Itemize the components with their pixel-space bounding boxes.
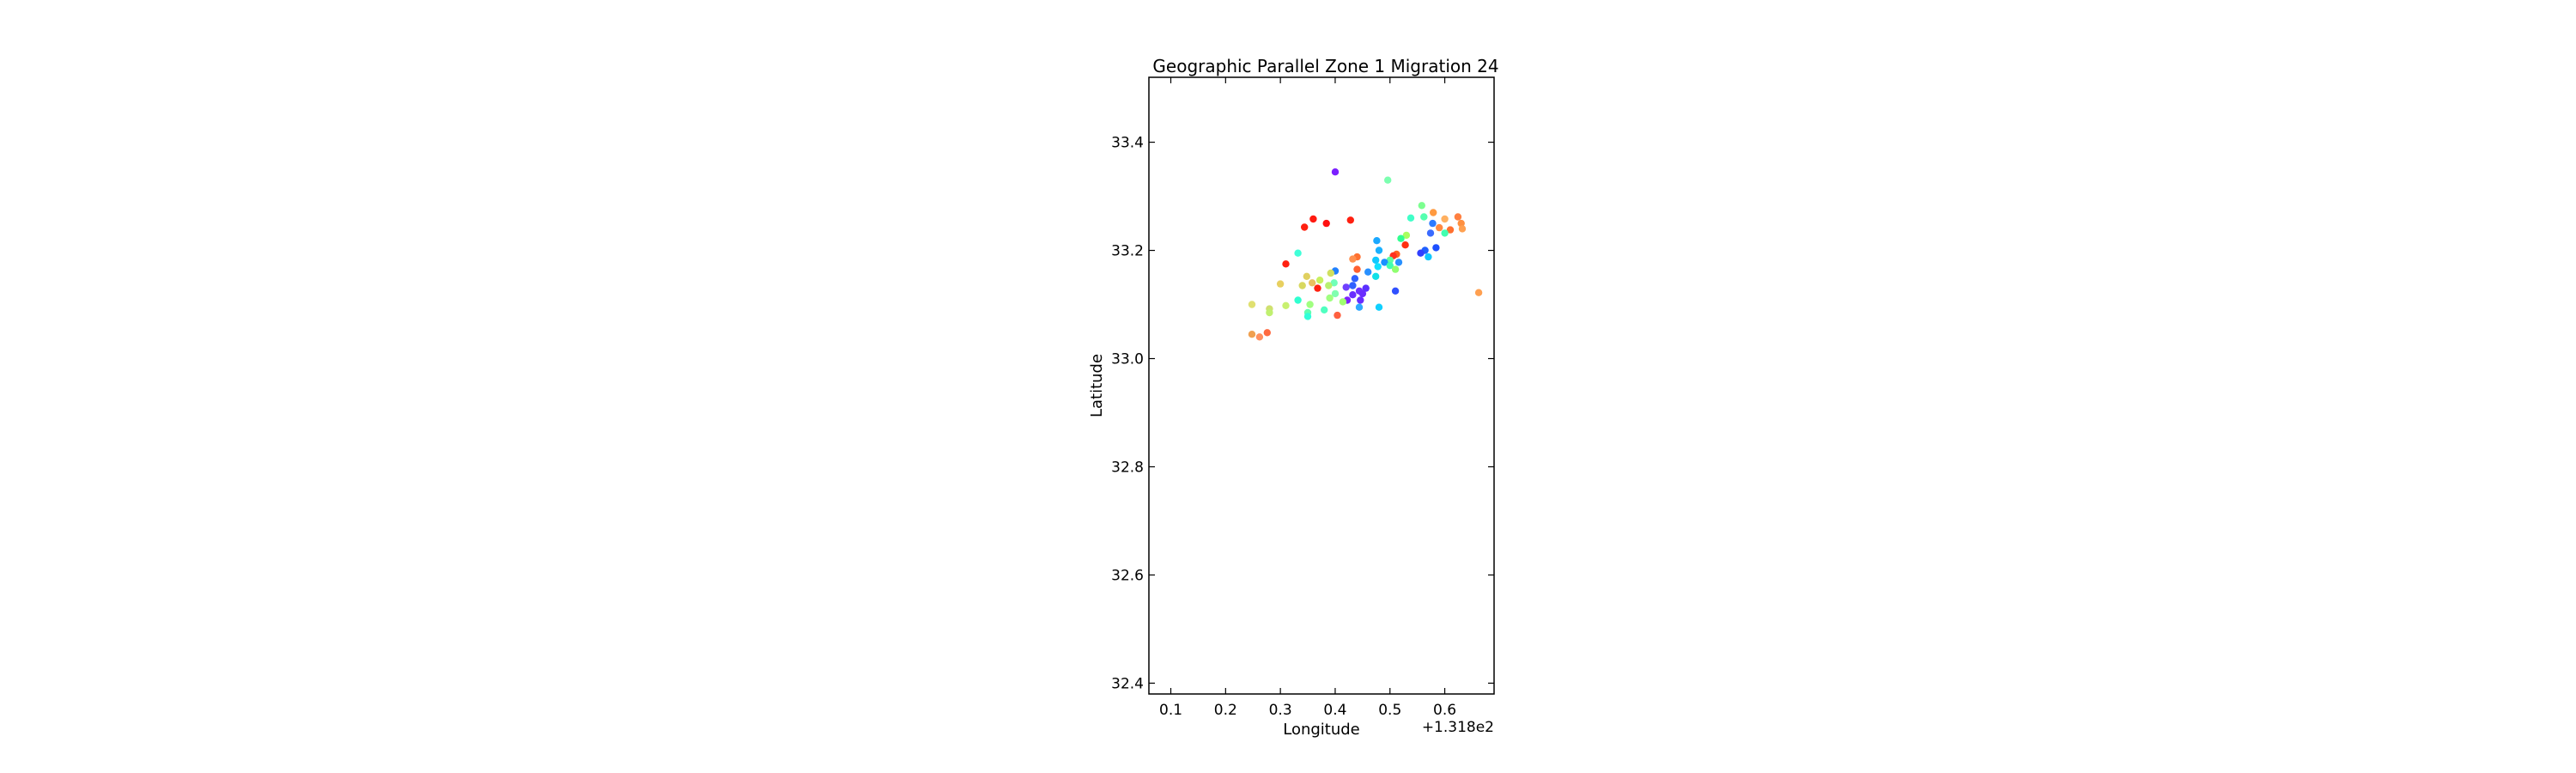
data-point <box>1394 259 1403 266</box>
data-point <box>1248 301 1256 308</box>
data-point <box>1331 168 1340 176</box>
data-point <box>1420 213 1428 221</box>
x-tick-label: 0.3 <box>1269 702 1292 719</box>
data-point <box>1282 260 1290 268</box>
data-point <box>1309 215 1317 223</box>
data-point <box>1349 291 1357 299</box>
data-point <box>1417 249 1425 257</box>
x-tick-label: 0.1 <box>1159 702 1182 719</box>
data-point <box>1418 202 1426 210</box>
data-point <box>1355 303 1364 311</box>
data-point <box>1372 256 1380 265</box>
data-point <box>1301 223 1309 231</box>
data-point <box>1303 313 1312 320</box>
x-tick-label: 0.2 <box>1214 702 1237 719</box>
data-point <box>1362 284 1370 292</box>
x-axis-ticks: 0.1 0.2 0.3 0.4 0.5 0.6 <box>1159 77 1456 719</box>
data-point <box>1425 253 1432 261</box>
y-tick-label: 32.4 <box>1111 675 1144 692</box>
data-point <box>1303 272 1311 280</box>
data-point <box>1406 214 1415 222</box>
data-point <box>1342 283 1350 291</box>
data-point <box>1334 311 1341 320</box>
data-point <box>1364 268 1372 276</box>
y-tick-label: 33.2 <box>1111 243 1144 260</box>
data-point <box>1441 229 1449 237</box>
data-point <box>1276 280 1285 288</box>
x-axis-label: Longitude <box>1283 721 1360 739</box>
data-point <box>1426 229 1435 237</box>
data-point <box>1339 298 1347 306</box>
data-point <box>1429 219 1437 228</box>
data-point <box>1386 256 1394 265</box>
data-point <box>1458 225 1467 233</box>
data-point <box>1309 279 1316 287</box>
data-point <box>1266 308 1273 317</box>
data-point <box>1358 289 1367 298</box>
data-point <box>1386 262 1394 270</box>
y-tick-label: 33.0 <box>1111 351 1144 368</box>
x-tick-label: 0.6 <box>1433 702 1456 719</box>
data-point <box>1441 215 1449 223</box>
data-point <box>1384 176 1392 184</box>
data-point <box>1315 277 1324 284</box>
data-point <box>1357 296 1364 304</box>
data-point <box>1436 223 1443 232</box>
data-point <box>1374 263 1382 271</box>
data-point <box>1263 329 1272 337</box>
data-point <box>1349 282 1357 289</box>
plot-area <box>1148 76 1495 695</box>
chart-title: Geographic Parallel Zone 1 Migration 24 <box>1152 56 1498 76</box>
y-tick-label: 32.8 <box>1111 459 1144 476</box>
data-point <box>1457 219 1465 228</box>
x-tick-label: 0.4 <box>1323 702 1346 719</box>
data-point <box>1430 209 1437 216</box>
data-point <box>1327 269 1335 277</box>
x-tick-label: 0.5 <box>1378 702 1401 719</box>
data-point <box>1255 333 1264 341</box>
data-point <box>1391 265 1400 273</box>
data-point <box>1454 213 1462 221</box>
data-point <box>1321 306 1328 313</box>
data-point <box>1314 284 1321 292</box>
data-point <box>1373 237 1381 245</box>
data-point <box>1401 241 1409 249</box>
data-point <box>1326 294 1334 302</box>
data-point <box>1294 296 1302 304</box>
data-point <box>1298 282 1306 289</box>
data-point <box>1432 244 1440 252</box>
y-tick-label: 32.6 <box>1111 567 1144 584</box>
data-point <box>1391 287 1400 295</box>
data-point <box>1353 265 1361 273</box>
data-point <box>1294 249 1302 257</box>
y-axis-label: Latitude <box>1088 354 1106 417</box>
y-axis-ticks: 32.4 32.6 32.8 33.0 33.2 33.4 <box>1111 135 1494 692</box>
data-point <box>1330 279 1338 287</box>
data-point <box>1372 272 1380 280</box>
data-point <box>1306 301 1314 308</box>
data-points <box>1248 168 1483 341</box>
data-point <box>1248 331 1256 338</box>
data-point <box>1351 275 1359 283</box>
data-point <box>1346 216 1355 224</box>
data-point <box>1325 282 1333 289</box>
data-point <box>1331 289 1340 298</box>
data-point <box>1397 234 1405 242</box>
y-tick-label: 33.4 <box>1111 135 1144 152</box>
data-point <box>1375 247 1383 254</box>
data-point <box>1349 255 1357 263</box>
data-point <box>1474 289 1483 296</box>
data-point <box>1381 259 1388 266</box>
data-point <box>1282 301 1290 309</box>
x-axis-offset-label: +1.318e2 <box>1422 719 1494 736</box>
data-point <box>1446 226 1455 234</box>
data-point <box>1375 303 1383 311</box>
data-point <box>1322 219 1330 228</box>
data-point <box>1402 231 1411 240</box>
